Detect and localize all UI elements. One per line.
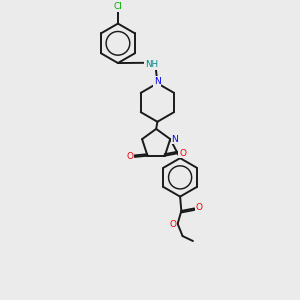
Text: O: O [179,149,186,158]
Text: Cl: Cl [113,2,122,11]
Text: N: N [154,77,161,86]
Text: N: N [171,135,178,144]
Text: NH: NH [145,60,158,69]
Text: O: O [169,220,176,229]
Text: O: O [196,203,203,212]
Text: O: O [126,152,133,161]
